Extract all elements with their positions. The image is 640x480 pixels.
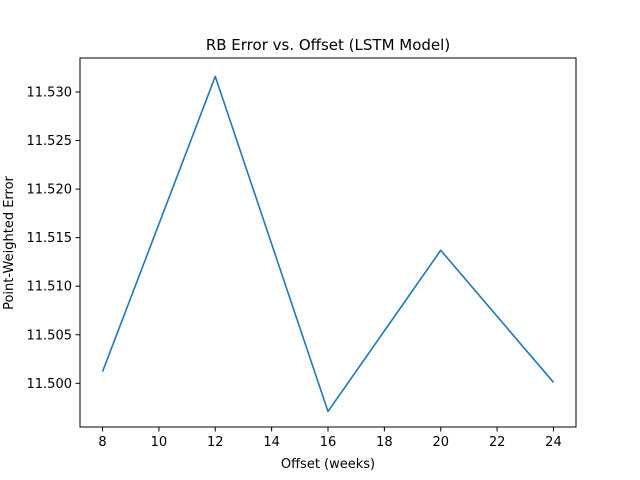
y-axis-label: Point-Weighted Error — [2, 175, 17, 309]
x-tick-label: 18 — [376, 435, 393, 450]
x-tick-label: 20 — [432, 435, 449, 450]
x-tick-label: 12 — [207, 435, 224, 450]
y-tick-label: 11.505 — [27, 328, 73, 343]
chart-title: RB Error vs. Offset (LSTM Model) — [206, 36, 450, 54]
x-tick-label: 22 — [489, 435, 506, 450]
series-line-0 — [101, 75, 555, 413]
y-tick-label: 11.510 — [27, 280, 73, 295]
y-tick-label: 11.530 — [27, 85, 73, 100]
x-tick-label: 10 — [151, 435, 168, 450]
y-tick-label: 11.515 — [27, 231, 73, 246]
x-tick-label: 16 — [320, 435, 337, 450]
x-axis-label: Offset (weeks) — [281, 457, 375, 472]
x-tick-label: 24 — [545, 435, 562, 450]
y-tick-label: 11.520 — [27, 183, 73, 198]
x-tick-label: 14 — [263, 435, 280, 450]
y-tick-label: 11.525 — [27, 134, 73, 149]
y-tick-label: 11.500 — [27, 377, 73, 392]
x-axis-ticks: 8 10 12 14 16 18 20 22 24 — [98, 427, 562, 450]
y-axis-ticks: 11.500 11.505 11.510 11.515 11.520 11.525 11.5… — [27, 85, 80, 392]
x-tick-label: 8 — [98, 435, 106, 450]
